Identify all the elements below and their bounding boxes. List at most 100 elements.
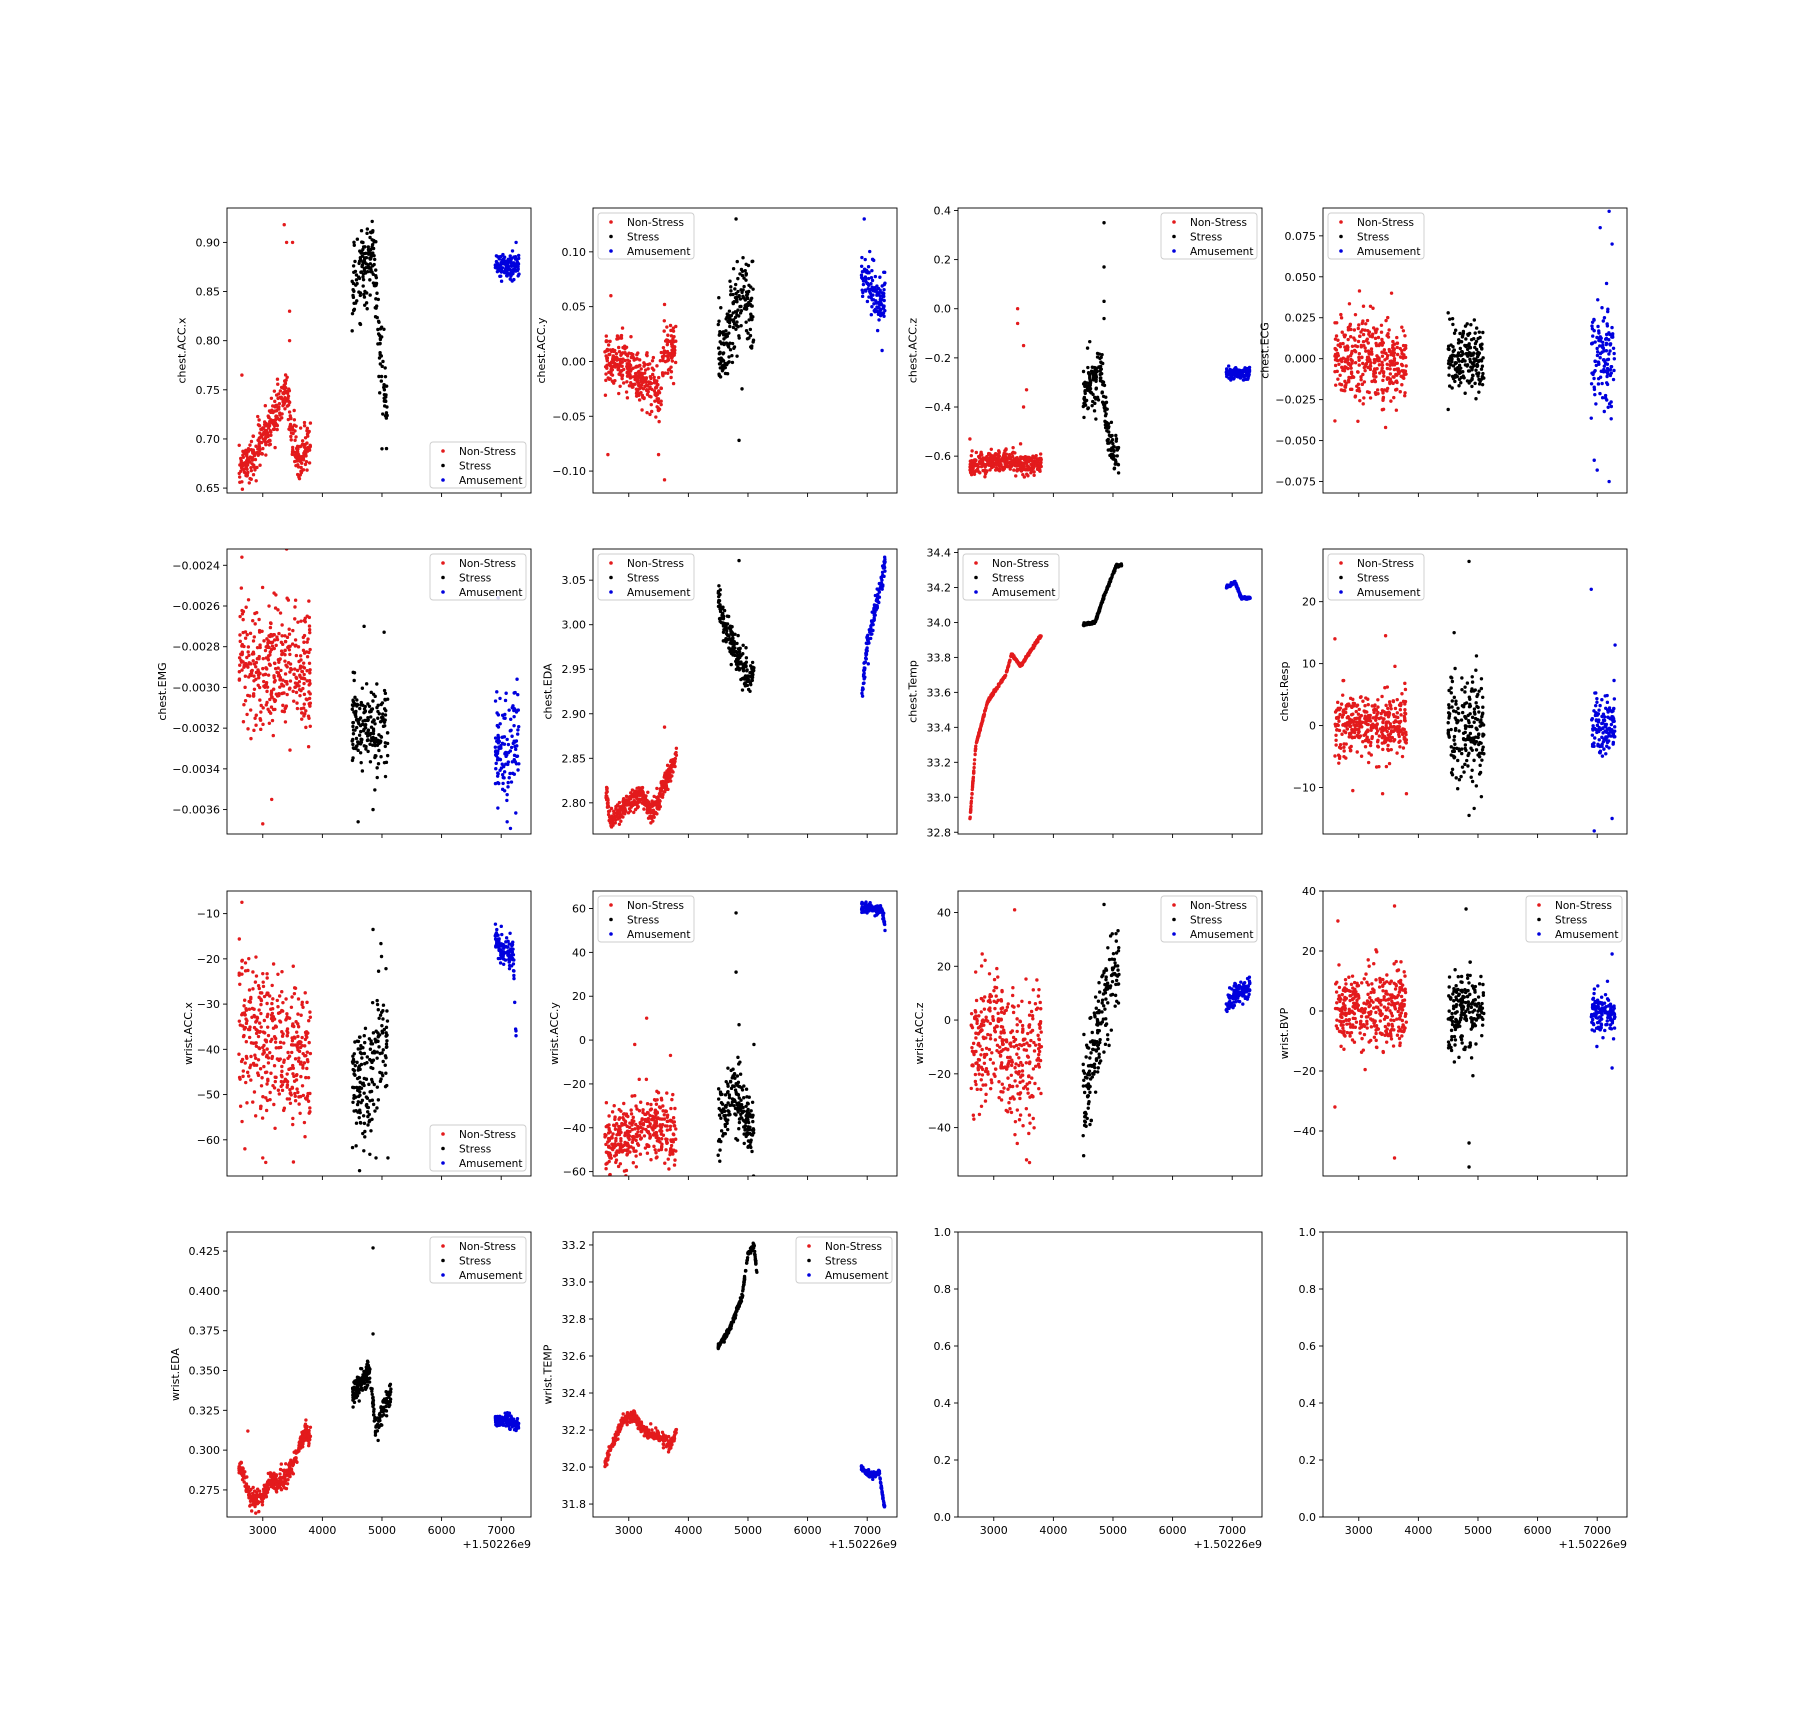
point-non-stress — [237, 471, 241, 476]
point-non-stress — [993, 468, 998, 472]
point-stress — [368, 760, 373, 764]
point-non-stress — [1387, 347, 1391, 352]
point-non-stress — [287, 648, 292, 652]
point-stress — [351, 281, 356, 286]
point-stress — [1083, 400, 1087, 405]
point-non-stress — [1341, 388, 1345, 393]
y-tick-label: −0.6 — [924, 450, 951, 463]
point-amusement — [1608, 342, 1613, 346]
point-non-stress — [245, 633, 249, 637]
point-non-stress — [646, 367, 650, 371]
point-amusement — [502, 255, 507, 259]
point-stress — [1104, 420, 1108, 424]
point-stress — [738, 272, 742, 276]
point-stress — [356, 820, 360, 824]
point-non-stress — [1340, 330, 1344, 334]
point-amusement — [508, 826, 513, 831]
point-non-stress — [302, 420, 307, 425]
point-non-stress — [646, 816, 651, 820]
point-stress — [748, 327, 753, 332]
point-stress — [724, 640, 728, 644]
y-tick-label: 0.00 — [562, 355, 587, 368]
point-amusement — [516, 708, 520, 712]
point-non-stress — [308, 443, 312, 447]
point-non-stress — [1387, 328, 1391, 332]
point-non-stress — [1400, 355, 1405, 360]
point-amusement — [1606, 357, 1611, 362]
point-stress — [361, 719, 365, 723]
point-non-stress — [1395, 352, 1400, 357]
point-stress — [352, 746, 356, 751]
y-tick-label: 3.00 — [562, 619, 587, 632]
point-stress — [726, 319, 730, 324]
point-stress — [1096, 398, 1101, 402]
point-non-stress — [1361, 304, 1366, 308]
point-amusement — [860, 288, 864, 292]
point-stress — [731, 635, 735, 640]
point-non-stress — [273, 606, 278, 610]
point-stress — [1103, 425, 1108, 430]
point-non-stress — [619, 364, 623, 368]
point-stress — [374, 268, 378, 272]
point-stress — [350, 311, 355, 316]
point-non-stress — [240, 668, 244, 672]
y-axis-label: chest.ACC.y — [535, 317, 548, 384]
point-non-stress — [304, 460, 309, 464]
point-non-stress — [612, 811, 616, 816]
point-non-stress — [1395, 335, 1399, 340]
point-non-stress — [260, 452, 264, 456]
point-stress — [720, 369, 725, 373]
points-3 — [968, 221, 1252, 479]
point-non-stress — [288, 679, 293, 683]
point-non-stress — [1353, 361, 1358, 365]
point-non-stress — [665, 342, 670, 347]
y-tick-label: 0.2 — [934, 254, 952, 267]
point-stress — [718, 366, 723, 370]
point-non-stress — [1379, 330, 1384, 334]
point-stress — [1099, 367, 1103, 371]
point-stress — [731, 301, 735, 306]
legend-entry: Amusement — [459, 587, 522, 599]
point-amusement — [496, 733, 500, 738]
point-stress — [1459, 375, 1463, 380]
point-non-stress — [237, 670, 242, 674]
point-stress — [735, 300, 739, 304]
point-amusement — [516, 768, 520, 772]
legend-marker — [609, 561, 613, 565]
point-amusement — [880, 570, 885, 575]
point-stress — [1094, 375, 1099, 379]
point-amusement — [502, 770, 507, 774]
point-non-stress — [240, 480, 244, 484]
point-non-stress — [300, 717, 304, 721]
point-amusement — [1244, 373, 1248, 378]
point-amusement — [496, 806, 500, 810]
point-non-stress — [263, 403, 268, 408]
point-stress — [1083, 391, 1087, 396]
point-amusement — [493, 781, 498, 786]
point-amusement — [1609, 364, 1614, 369]
point-non-stress — [280, 652, 284, 657]
point-stress — [1101, 382, 1105, 387]
point-stress — [362, 723, 366, 727]
point-non-stress — [625, 396, 630, 400]
point-non-stress — [283, 407, 287, 411]
point-amusement — [872, 605, 877, 609]
point-non-stress — [1403, 394, 1407, 398]
point-non-stress — [278, 611, 283, 615]
point-non-stress — [670, 762, 675, 767]
point-non-stress — [658, 359, 663, 363]
point-stress — [1458, 346, 1463, 351]
point-non-stress — [257, 424, 262, 428]
point-stress — [1450, 359, 1454, 364]
point-stress — [744, 656, 749, 660]
point-stress — [1474, 347, 1479, 352]
point-amusement — [880, 284, 884, 288]
point-non-stress — [277, 401, 282, 406]
point-non-stress — [305, 669, 309, 673]
point-non-stress — [642, 364, 646, 368]
point-stress — [351, 288, 355, 292]
point-non-stress — [1359, 343, 1363, 348]
point-non-stress — [643, 368, 648, 372]
point-amusement — [1610, 325, 1614, 330]
point-stress — [357, 290, 361, 294]
